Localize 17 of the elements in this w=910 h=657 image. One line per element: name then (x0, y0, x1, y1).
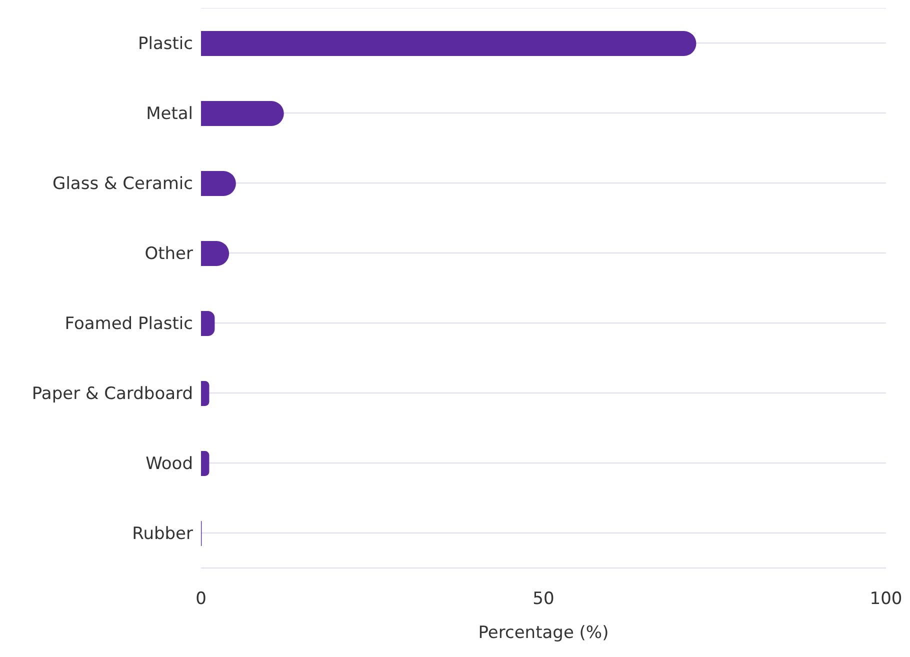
y-tick-label: Metal (146, 104, 193, 124)
bar (201, 101, 284, 126)
x-tick-label: 100 (870, 589, 902, 610)
y-tick-label: Rubber (132, 524, 194, 544)
x-axis-title: Percentage (%) (478, 623, 609, 643)
bar (201, 311, 215, 336)
y-tick-label: Paper & Cardboard (32, 384, 193, 404)
y-tick-label: Wood (146, 454, 193, 474)
y-tick-label: Plastic (138, 34, 193, 54)
y-tick-label: Glass & Ceramic (52, 174, 193, 194)
bar (201, 31, 696, 56)
bar (201, 381, 210, 406)
x-tick-label: 50 (532, 589, 554, 610)
bar (201, 451, 210, 476)
y-tick-label: Other (144, 244, 193, 264)
y-tick-label: Foamed Plastic (64, 314, 193, 334)
x-tick-label: 0 (196, 589, 206, 610)
